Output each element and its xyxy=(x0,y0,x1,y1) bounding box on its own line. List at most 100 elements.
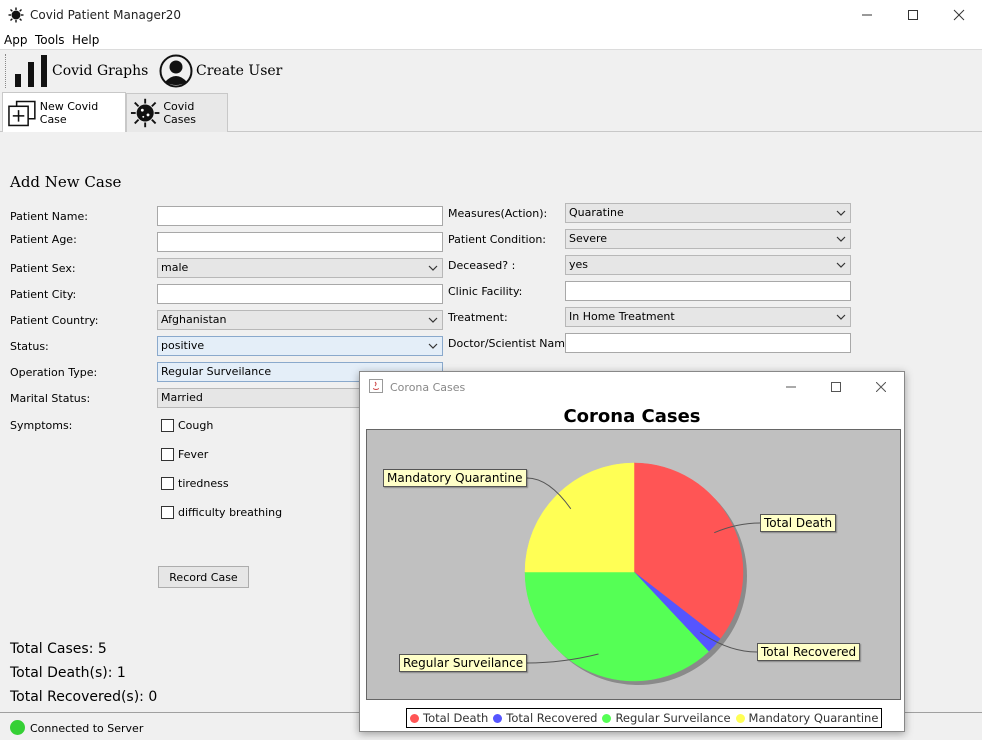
covid-graphs-button[interactable]: Covid Graphs xyxy=(14,52,148,90)
legend-item-total-recovered: Total Recovered xyxy=(493,711,597,725)
tiredness-checkbox[interactable] xyxy=(161,477,174,490)
java-icon xyxy=(369,379,383,393)
fever-label: Fever xyxy=(178,448,209,461)
deceased-value: yes xyxy=(569,258,589,271)
doctor-name-field[interactable] xyxy=(565,333,851,353)
connection-status-icon xyxy=(10,720,25,735)
user-icon xyxy=(159,54,193,88)
patient-condition-value: Severe xyxy=(569,232,608,245)
patient-name-field[interactable] xyxy=(157,206,443,226)
pie-label-connector xyxy=(526,477,572,510)
legend-swatch xyxy=(410,713,419,723)
chevron-down-icon xyxy=(428,265,438,271)
bar-chart-icon xyxy=(15,55,47,87)
chart-legend: Total Death Total Recovered Regular Survei… xyxy=(406,708,883,728)
chart-plot-area: Total Death Total Recovered Regular Survei… xyxy=(366,429,901,700)
legend-label: Regular Surveilance xyxy=(615,711,731,725)
legend-item-total-death: Total Death xyxy=(410,711,488,725)
doctor-name-label: Doctor/Scientist Name: xyxy=(448,337,576,350)
virus-icon xyxy=(130,98,160,128)
patient-city-label: Patient City: xyxy=(10,288,77,301)
maximize-icon xyxy=(831,382,841,392)
tab-new-covid-case[interactable]: New Covid Case xyxy=(2,92,126,132)
clinic-facility-field[interactable] xyxy=(565,281,851,301)
tab-strip: New Covid Case Covid Cases xyxy=(0,92,982,132)
tiredness-label: tiredness xyxy=(178,477,229,490)
menu-bar: App Tools Help xyxy=(0,30,982,50)
patient-age-label: Patient Age: xyxy=(10,233,77,246)
minimize-button[interactable] xyxy=(844,0,890,30)
legend-label: Mandatory Quarantine xyxy=(748,711,879,725)
chevron-down-icon xyxy=(836,314,846,320)
tab-new-covid-case-label: New Covid Case xyxy=(39,99,99,126)
toolbar-grip xyxy=(5,54,7,88)
patient-sex-value: male xyxy=(161,261,189,274)
cough-checkbox[interactable] xyxy=(161,419,174,432)
patient-country-value: Afghanistan xyxy=(161,313,227,326)
clinic-facility-label: Clinic Facility: xyxy=(448,285,523,298)
pie-slice-total-death xyxy=(633,462,744,640)
total-deaths-text: Total Death(s): 1 xyxy=(10,665,126,681)
menu-help[interactable]: Help xyxy=(72,33,100,47)
pie-label-regular-surveilance: Regular Surveilance xyxy=(399,654,528,672)
marital-status-label: Marital Status: xyxy=(10,392,91,405)
fever-checkbox[interactable] xyxy=(161,448,174,461)
maximize-button[interactable] xyxy=(890,0,936,30)
patient-sex-select[interactable]: male xyxy=(157,258,443,278)
pie-label-total-recovered: Total Recovered xyxy=(757,643,861,661)
chart-maximize-button[interactable] xyxy=(813,372,859,402)
legend-label: Total Recovered xyxy=(506,711,598,725)
patient-condition-label: Patient Condition: xyxy=(448,233,546,246)
pie-slice-mandatory-quarantine xyxy=(524,462,635,573)
chart-close-button[interactable] xyxy=(858,372,904,402)
create-user-label: Create User xyxy=(196,63,283,79)
status-select[interactable]: positive xyxy=(157,336,443,356)
operation-type-value: Regular Surveilance xyxy=(161,365,272,378)
patient-city-field[interactable] xyxy=(157,284,443,304)
legend-swatch xyxy=(735,713,745,723)
create-user-button[interactable]: Create User xyxy=(159,52,282,90)
deceased-select[interactable]: yes xyxy=(565,255,851,275)
close-button[interactable] xyxy=(936,0,982,30)
virus-icon xyxy=(8,7,24,23)
legend-swatch xyxy=(493,713,503,723)
menu-tools[interactable]: Tools xyxy=(35,33,65,47)
tab-covid-cases[interactable]: Covid Cases xyxy=(126,93,228,132)
chart-window-title: Corona Cases xyxy=(390,381,466,394)
treatment-select[interactable]: In Home Treatment xyxy=(565,307,851,327)
difficulty-breathing-checkbox[interactable] xyxy=(161,506,174,519)
record-case-button[interactable]: Record Case xyxy=(158,566,249,588)
treatment-value: In Home Treatment xyxy=(569,310,675,323)
legend-swatch xyxy=(602,713,612,723)
chevron-down-icon xyxy=(428,317,438,323)
patient-condition-select[interactable]: Severe xyxy=(565,229,851,249)
symptoms-label: Symptoms: xyxy=(10,419,73,432)
close-icon xyxy=(953,9,965,21)
menu-app[interactable]: App xyxy=(4,33,28,47)
pie-label-connector xyxy=(699,631,758,653)
title-bar: Covid Patient Manager20 xyxy=(0,0,982,30)
status-label: Status: xyxy=(10,340,49,353)
patient-sex-label: Patient Sex: xyxy=(10,262,76,275)
chart-minimize-button[interactable] xyxy=(768,372,814,402)
pie-label-mandatory-quarantine: Mandatory Quarantine xyxy=(383,469,527,487)
chevron-down-icon xyxy=(428,343,438,349)
window-title: Covid Patient Manager20 xyxy=(30,8,182,22)
measures-value: Quaratine xyxy=(569,206,624,219)
toolbar: Covid Graphs Create User xyxy=(0,50,982,92)
patient-name-label: Patient Name: xyxy=(10,210,88,223)
minimize-icon xyxy=(786,386,796,388)
patient-country-label: Patient Country: xyxy=(10,314,99,327)
close-icon xyxy=(876,382,886,392)
measures-select[interactable]: Quaratine xyxy=(565,203,851,223)
patient-country-select[interactable]: Afghanistan xyxy=(157,310,443,330)
chart-title: Corona Cases xyxy=(563,406,701,427)
operation-type-label: Operation Type: xyxy=(10,366,98,379)
chart-window: Corona Cases Corona Cases Total Death Tot… xyxy=(359,371,905,732)
patient-age-field[interactable] xyxy=(157,232,443,252)
chart-window-title-bar[interactable]: Corona Cases xyxy=(360,372,904,402)
connection-status-text: Connected to Server xyxy=(30,722,144,735)
legend-item-mandatory-quarantine: Mandatory Quarantine xyxy=(735,711,879,725)
covid-graphs-label: Covid Graphs xyxy=(52,63,149,79)
legend-label: Total Death xyxy=(423,711,489,725)
